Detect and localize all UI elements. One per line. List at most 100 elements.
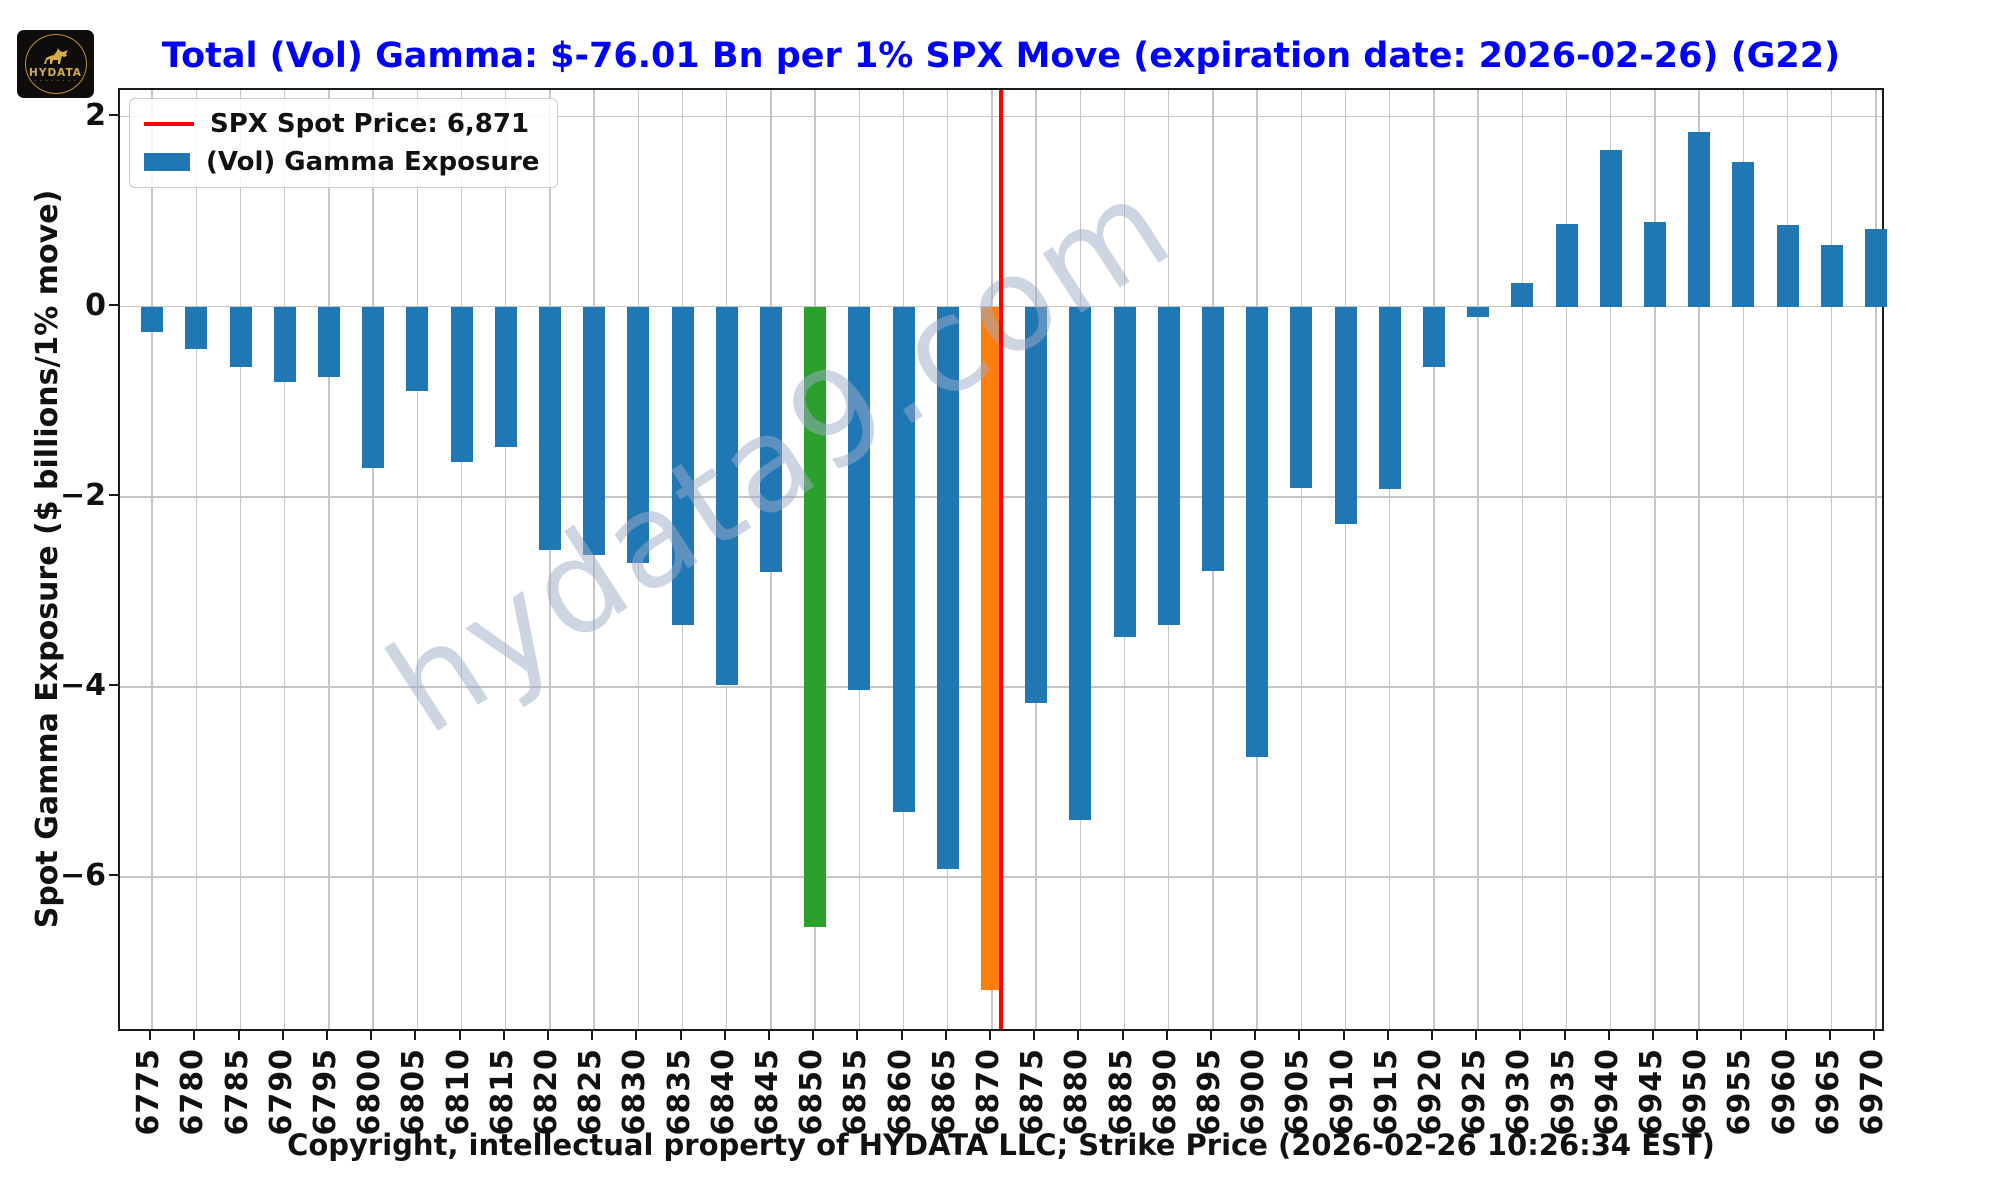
bar-6845 [759,306,782,572]
x-tick-mark [1430,1031,1433,1040]
v-gridline-6785 [239,90,242,1029]
x-tick-mark [635,1031,638,1040]
x-tick-label-6965: 6965 [1810,1048,1846,1136]
y-tick-mark [109,683,118,686]
x-tick-label-6830: 6830 [617,1048,653,1136]
x-tick-label-6775: 6775 [131,1048,167,1136]
x-tick-mark [546,1031,549,1040]
x-tick-mark [1033,1031,1036,1040]
x-tick-label-6780: 6780 [175,1048,211,1136]
x-tick-label-6790: 6790 [263,1048,299,1136]
plot-area [118,88,1887,1031]
bar-6950 [1688,131,1711,307]
v-gridline-6825 [593,90,595,1029]
x-tick-mark [370,1031,373,1040]
x-tick-label-6960: 6960 [1766,1048,1802,1136]
x-tick-mark [1475,1031,1478,1040]
v-gridline-6915 [1388,90,1391,1029]
v-gridline-6795 [328,90,330,1029]
v-gridline-6810 [460,90,463,1029]
bar-6940 [1599,149,1622,307]
bar-6780 [185,306,208,349]
y-tick-mark [109,113,118,116]
bar-6880 [1069,306,1092,821]
legend-row-spot-price: SPX Spot Price: 6,871 [144,109,539,139]
x-tick-label-6870: 6870 [970,1048,1006,1136]
x-tick-mark [1784,1031,1787,1040]
x-tick-label-6845: 6845 [749,1048,785,1136]
v-gridline-6965 [1830,90,1833,1029]
x-tick-mark [1651,1031,1654,1040]
x-tick-mark [1386,1031,1389,1040]
bar-6885 [1113,306,1136,637]
y-tick-label-0: 0 [85,287,106,323]
gamma-exposure-patch-swatch [144,153,190,171]
hydata-logo: HYDATA • • • • • • • • [17,30,94,98]
bar-6840 [715,306,738,686]
x-tick-label-6795: 6795 [307,1048,343,1136]
x-tick-mark [988,1031,991,1040]
x-tick-label-6930: 6930 [1501,1048,1537,1136]
bar-6810 [450,306,473,462]
y-tick-mark [109,493,118,496]
v-gridline-6955 [1742,90,1745,1029]
x-tick-label-6815: 6815 [484,1048,520,1136]
x-tick-label-6850: 6850 [794,1048,830,1136]
x-tick-label-6820: 6820 [528,1048,564,1136]
x-tick-mark [1519,1031,1522,1040]
x-tick-mark [325,1031,328,1040]
bar-6800 [362,306,385,469]
x-tick-mark [1121,1031,1124,1040]
bar-6805 [406,306,429,392]
bar-6795 [317,306,340,378]
bar-6875 [1025,306,1048,704]
x-tick-label-6865: 6865 [926,1048,962,1136]
x-tick-mark [281,1031,284,1040]
bar-6855 [848,306,871,690]
x-tick-mark [1607,1031,1610,1040]
x-tick-label-6940: 6940 [1589,1048,1625,1136]
bar-6900 [1246,306,1269,758]
y-tick-label--4: −4 [59,667,106,703]
x-tick-label-6935: 6935 [1545,1048,1581,1136]
bar-6825 [583,306,606,555]
bar-6830 [627,306,650,564]
x-tick-label-6905: 6905 [1280,1048,1316,1136]
v-gridline-6945 [1654,90,1656,1029]
x-tick-label-6945: 6945 [1633,1048,1669,1136]
v-gridline-6805 [416,90,419,1029]
x-tick-mark [1254,1031,1257,1040]
logo-emblem-circle: HYDATA • • • • • • • • [24,34,87,94]
logo-subtext: • • • • • • • • [34,78,77,84]
x-tick-label-6925: 6925 [1457,1048,1493,1136]
v-gridline-6910 [1344,90,1347,1029]
x-tick-label-6920: 6920 [1412,1048,1448,1136]
x-tick-mark [193,1031,196,1040]
x-tick-label-6805: 6805 [396,1048,432,1136]
y-tick-label-2: 2 [85,97,106,133]
x-tick-label-6890: 6890 [1147,1048,1183,1136]
x-tick-label-6950: 6950 [1678,1048,1714,1136]
bar-6965 [1820,244,1843,307]
bar-6960 [1776,224,1799,307]
bar-6835 [671,306,694,626]
x-tick-mark [1828,1031,1831,1040]
x-tick-mark [237,1031,240,1040]
x-tick-mark [1077,1031,1080,1040]
bar-6865 [936,306,959,869]
v-gridline-6970 [1875,90,1877,1029]
v-gridline-6935 [1565,90,1568,1029]
v-gridline-6905 [1300,90,1303,1029]
x-tick-label-6885: 6885 [1103,1048,1139,1136]
x-tick-label-6895: 6895 [1191,1048,1227,1136]
bar-6785 [229,306,252,367]
x-tick-label-6800: 6800 [352,1048,388,1136]
y-tick-mark [109,874,118,877]
spx-spot-price-line [998,90,1003,1029]
bar-6925 [1467,306,1490,318]
bar-6860 [892,306,915,813]
x-tick-mark [1209,1031,1212,1040]
wolf-icon [43,47,68,64]
y-tick-label--2: −2 [59,477,106,513]
